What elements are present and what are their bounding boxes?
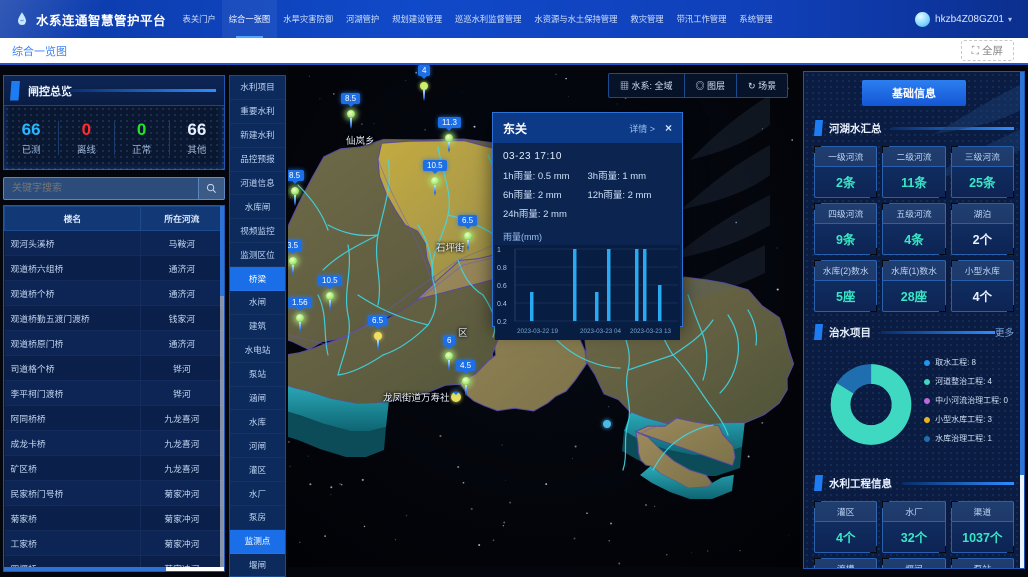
svg-text:1: 1 xyxy=(497,247,501,254)
svg-text:0.2: 0.2 xyxy=(497,319,507,326)
svg-text:0.4: 0.4 xyxy=(497,301,507,308)
svg-text:0.8: 0.8 xyxy=(497,265,507,272)
svg-text:0.6: 0.6 xyxy=(497,283,507,290)
svg-text:2023-03-23 04: 2023-03-23 04 xyxy=(580,328,621,335)
svg-text:2023-03-22 19: 2023-03-22 19 xyxy=(517,328,558,335)
svg-text:2023-03-23 13: 2023-03-23 13 xyxy=(630,328,671,335)
